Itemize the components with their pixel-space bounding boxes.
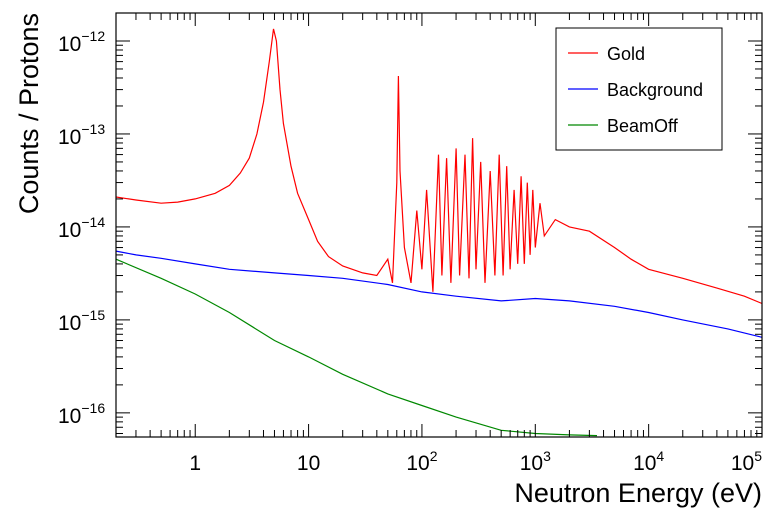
x-tick-label: 103 [520, 448, 551, 475]
x-tick-label: 104 [633, 448, 664, 475]
legend-label-background: Background [607, 80, 703, 100]
x-tick-label: 10 [297, 452, 320, 475]
legend-label-gold: Gold [607, 44, 645, 64]
x-tick-label: 1 [189, 452, 201, 475]
y-tick-label: 10−14 [58, 214, 105, 242]
series-line-gold [115, 28, 763, 305]
y-tick-label: 10−12 [58, 28, 105, 56]
axis-ticks [115, 12, 763, 437]
plot-frame [115, 12, 763, 438]
y-tick-label: 10−16 [58, 400, 105, 428]
legend: Gold Background BeamOff [555, 27, 723, 151]
x-tick-label: 102 [406, 448, 437, 475]
y-tick-label: 10−13 [58, 121, 105, 149]
y-tick-label: 10−15 [58, 307, 105, 335]
y-tick-labels: 10−16 10−15 10−14 10−13 10−12 [58, 28, 105, 428]
series-line-beamoff [115, 258, 598, 437]
y-axis-title: Counts / Protons [14, 13, 44, 214]
legend-label-beamoff: BeamOff [607, 116, 679, 136]
x-axis-title: Neutron Energy (eV) [514, 478, 762, 508]
x-tick-label: 105 [731, 448, 762, 475]
series-line-background [115, 250, 763, 338]
x-tick-labels: 1 10 102 103 104 105 [189, 448, 762, 475]
